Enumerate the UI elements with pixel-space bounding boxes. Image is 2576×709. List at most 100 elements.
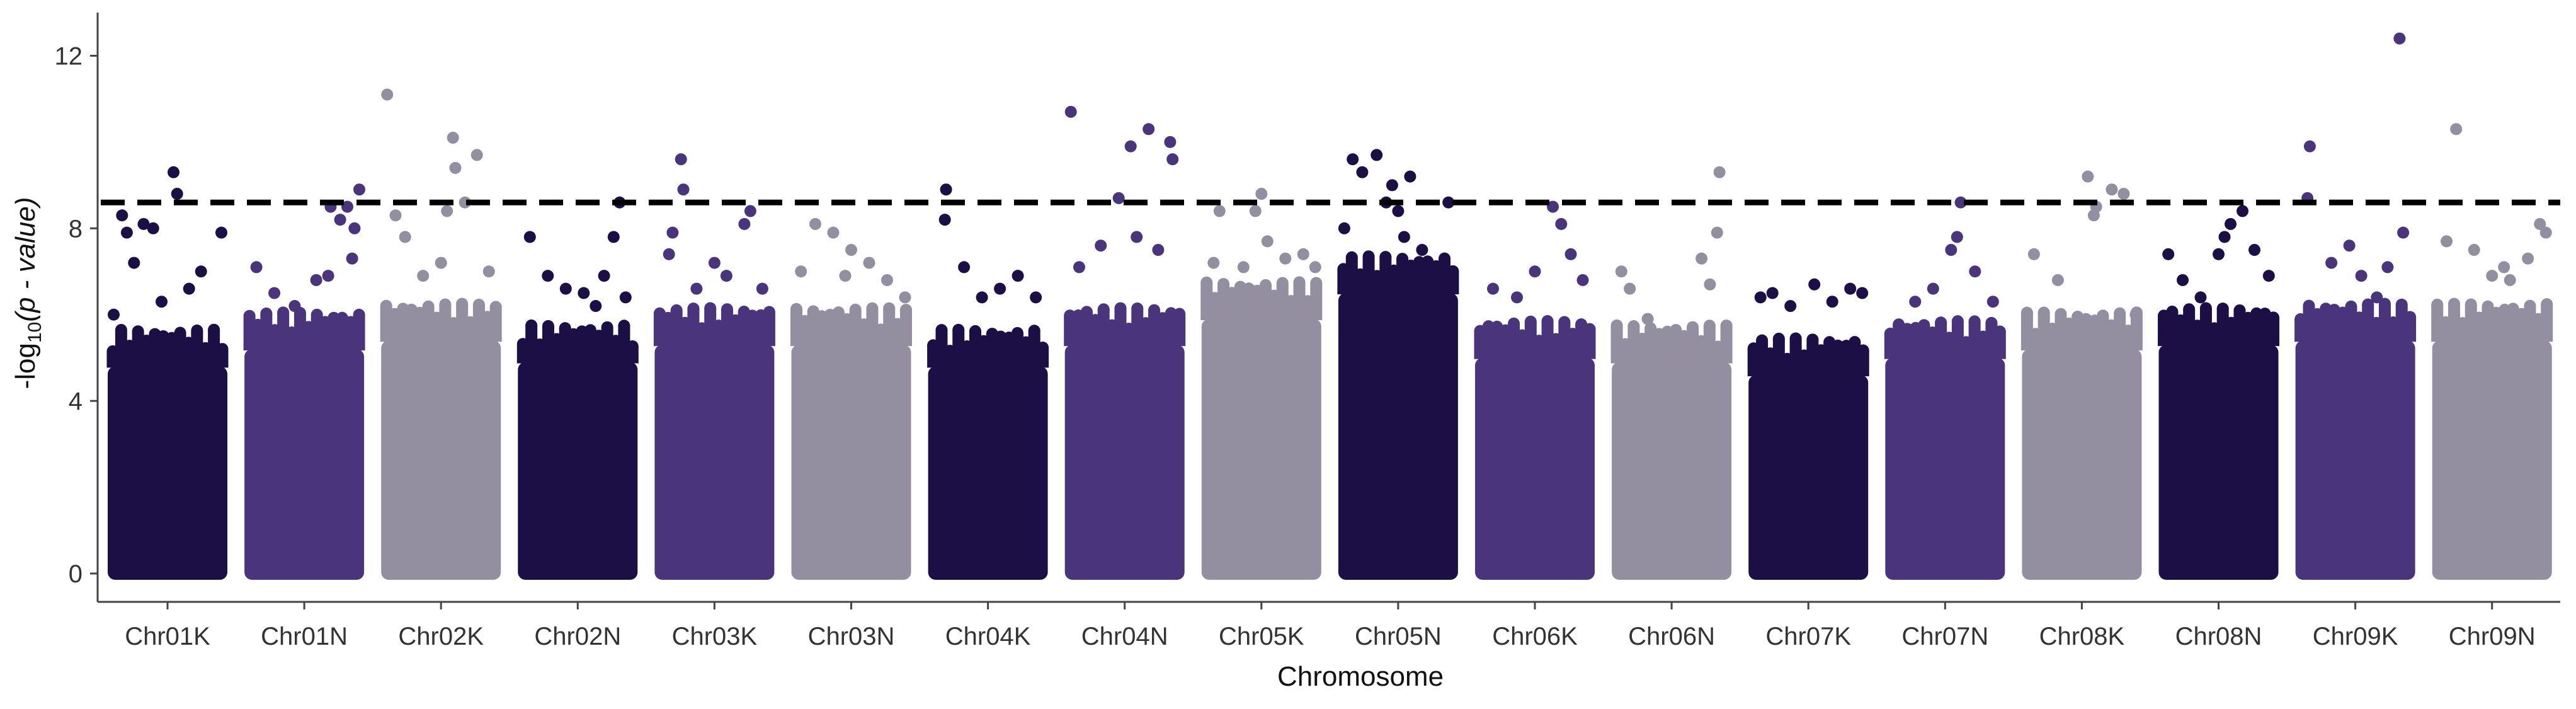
point-chr05n-5 (1386, 179, 1398, 192)
fringe-point-chr03k (679, 316, 692, 329)
fringe-point-chr03n (900, 304, 912, 316)
fringe-point-chr05k (1276, 277, 1289, 289)
fringe-column-chr06n (1720, 325, 1733, 364)
point-chr01n-5 (334, 214, 346, 226)
fringe-point-chr09n (2439, 316, 2452, 328)
point-chr08n-8 (2262, 270, 2275, 282)
bulk-chr03n (791, 345, 911, 580)
point-chr02n-2 (559, 282, 572, 295)
fringe-point-chr01n (268, 324, 281, 337)
fringe-point-chr06n (1695, 335, 1707, 347)
fringe-point-chr04n (1114, 302, 1127, 314)
fringe-point-chr04k (927, 339, 940, 352)
fringe-point-chr07n (1977, 330, 1990, 343)
point-chr03k-5 (720, 270, 732, 282)
fringe-point-chr01n (345, 316, 357, 328)
fringe-point-chr04k (952, 323, 965, 336)
fringe-point-chr08k (2055, 308, 2067, 320)
point-chr06k-2 (1529, 265, 1541, 278)
fringe-point-chr05n (1379, 251, 1392, 263)
point-chr04n-1 (1073, 261, 1085, 274)
fringe-point-chr03n (891, 318, 904, 330)
fringe-column-chr07n (1993, 331, 2006, 359)
fringe-column-chr04n (1173, 314, 1186, 347)
point-chr09n-2 (2468, 244, 2480, 257)
y-axis-ticks: 0 4 8 12 (55, 42, 98, 588)
point-chr08k-2 (2082, 170, 2094, 183)
fringe-point-chr03k (670, 304, 683, 316)
x-tick-label-chr05k: Chr05K (1219, 623, 1304, 650)
point-chr02k-3 (417, 270, 430, 282)
fringe-point-chr04n (1097, 303, 1110, 316)
chromosome-bulk-layer (106, 256, 2553, 580)
point-chr08k-1 (2051, 274, 2064, 286)
fringe-point-chr01k (106, 345, 119, 357)
point-chr01n-0 (250, 261, 263, 274)
point-chr04n-7 (1166, 153, 1179, 166)
fringe-point-chr09k (2303, 299, 2315, 312)
fringe-point-chr09n (2473, 311, 2486, 324)
fringe-point-chr01k (174, 326, 186, 339)
fringe-point-chr09k (2387, 316, 2400, 328)
point-chr07n-3 (1945, 244, 1958, 257)
fringe-point-chr04n (1106, 319, 1119, 331)
point-chr05k-5 (1261, 235, 1274, 248)
point-chr08k-5 (2106, 183, 2118, 196)
fringe-point-chr06k (1508, 317, 1520, 330)
fringe-point-chr06k (1549, 333, 1562, 345)
point-chr01k-9 (215, 226, 227, 239)
point-chr09n-0 (2441, 235, 2453, 248)
point-chr09k-6 (2397, 226, 2410, 239)
point-chr07k-0 (1754, 291, 1767, 304)
point-chr08n-6 (2237, 205, 2248, 217)
fringe-column-chr05n (1447, 271, 1459, 294)
fringe-point-chr08n (2191, 320, 2204, 332)
point-chr01k-2 (120, 226, 133, 239)
point-chr09n-8 (2498, 261, 2510, 274)
fringe-point-chr07k (1756, 334, 1769, 347)
fringe-point-chr09n (2456, 317, 2469, 330)
x-tick-label-chr09n: Chr09N (2449, 623, 2536, 650)
point-chr01k-11 (128, 257, 140, 269)
point-chr08n-4 (2218, 231, 2231, 243)
point-chr09k-2 (2325, 257, 2338, 269)
point-chr03n-2 (827, 226, 840, 239)
fringe-point-chr08k (2029, 328, 2042, 340)
point-chr05n-2 (1356, 166, 1369, 178)
point-chr08n-5 (2225, 217, 2237, 230)
fringe-point-chr01n (328, 311, 340, 324)
fringe-point-chr08n (2199, 302, 2212, 314)
fringe-point-chr02k (472, 298, 485, 311)
point-chr01n-1 (268, 287, 281, 299)
fringe-point-chr05n (1413, 256, 1425, 268)
fringe-point-chr09n (2448, 297, 2460, 310)
fringe-point-chr01n (302, 321, 315, 333)
point-chr03k-8 (756, 282, 768, 295)
point-chr03n-5 (881, 274, 893, 286)
bulk-chr09k (2295, 340, 2415, 580)
fringe-point-chr03n (790, 303, 802, 315)
point-chr09n-5 (2522, 252, 2534, 265)
fringe-point-chr07k (1806, 333, 1819, 346)
fringe-point-chr08n (2250, 307, 2263, 320)
point-chr07n-2 (1927, 282, 1939, 295)
fringe-point-chr05n (1447, 265, 1459, 277)
point-chr08n-2 (2194, 291, 2207, 304)
point-chr07k-1 (1766, 287, 1779, 299)
y-axis-title-prefix: -log (10, 343, 41, 389)
fringe-point-chr07k (1857, 344, 1869, 357)
fringe-point-chr09k (2345, 300, 2357, 313)
point-chr05k-8 (1309, 261, 1321, 274)
point-chr05k-1 (1213, 205, 1226, 217)
fringe-point-chr08k (2063, 317, 2075, 330)
fringe-point-chr02n (610, 335, 622, 347)
point-chr08k-6 (2117, 188, 2130, 200)
fringe-point-chr02k (447, 317, 460, 330)
point-chr07k-5 (1844, 282, 1857, 295)
fringe-point-chr06n (1627, 320, 1640, 333)
point-chr03n-4 (863, 257, 875, 269)
point-chr02n-4 (598, 270, 610, 282)
bulk-chr01n (244, 349, 365, 580)
fringe-point-chr05n (1396, 253, 1409, 265)
